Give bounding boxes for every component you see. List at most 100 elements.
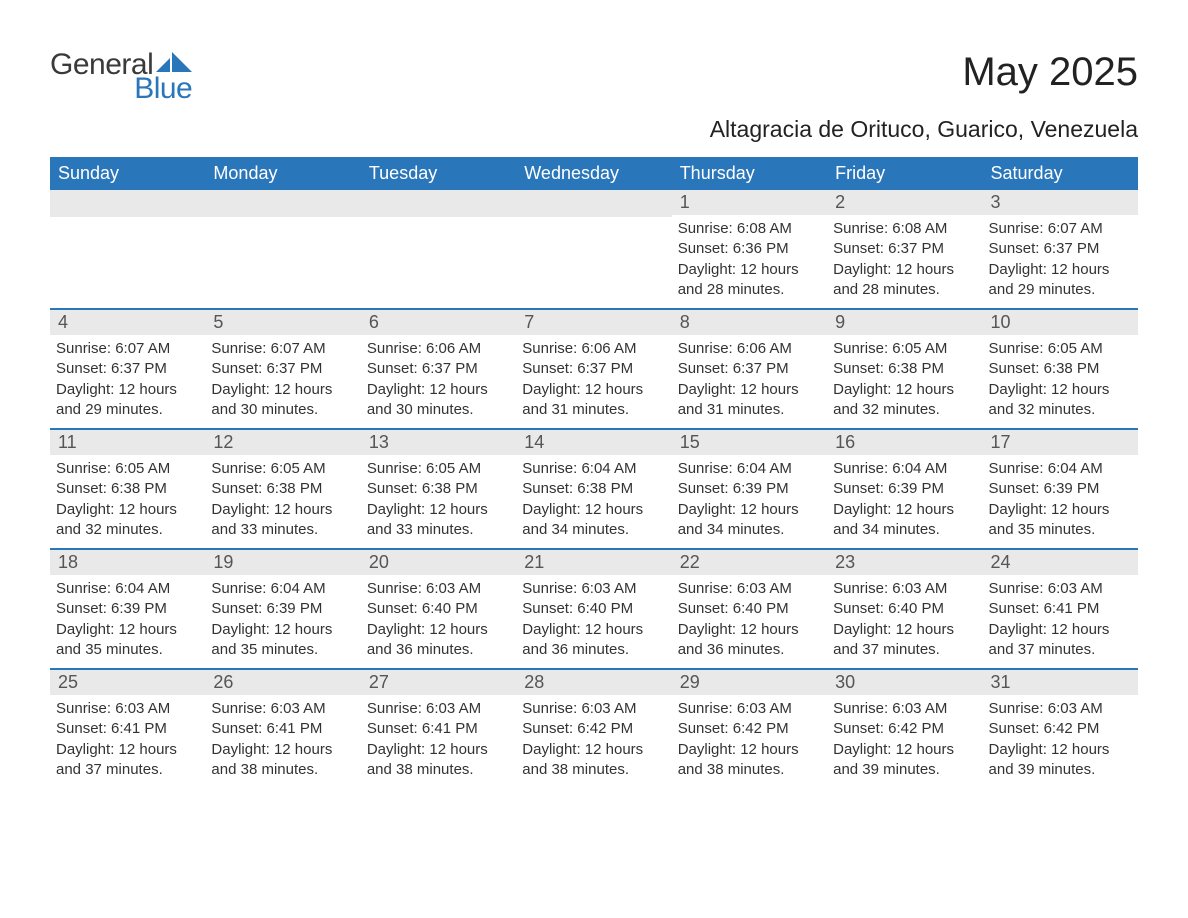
sunset-text: Sunset: 6:38 PM xyxy=(211,479,354,499)
sunset-text: Sunset: 6:37 PM xyxy=(522,359,665,379)
sunrise-text: Sunrise: 6:08 AM xyxy=(678,219,821,239)
weekday-header: Sunday xyxy=(50,157,205,190)
calendar-week: 25Sunrise: 6:03 AMSunset: 6:41 PMDayligh… xyxy=(50,670,1138,788)
calendar-day: 18Sunrise: 6:04 AMSunset: 6:39 PMDayligh… xyxy=(50,550,205,668)
day-number: 18 xyxy=(50,550,205,575)
sunset-text: Sunset: 6:40 PM xyxy=(678,599,821,619)
day-details: Sunrise: 6:04 AMSunset: 6:39 PMDaylight:… xyxy=(827,455,982,546)
day-details: Sunrise: 6:04 AMSunset: 6:39 PMDaylight:… xyxy=(983,455,1138,546)
day-number: 27 xyxy=(361,670,516,695)
sunset-text: Sunset: 6:38 PM xyxy=(522,479,665,499)
sunset-text: Sunset: 6:42 PM xyxy=(989,719,1132,739)
sunrise-text: Sunrise: 6:03 AM xyxy=(678,579,821,599)
calendar-day: 26Sunrise: 6:03 AMSunset: 6:41 PMDayligh… xyxy=(205,670,360,788)
day-number: 31 xyxy=(983,670,1138,695)
calendar-day: 27Sunrise: 6:03 AMSunset: 6:41 PMDayligh… xyxy=(361,670,516,788)
day-number xyxy=(50,190,205,217)
day-details: Sunrise: 6:03 AMSunset: 6:41 PMDaylight:… xyxy=(205,695,360,786)
calendar-grid: SundayMondayTuesdayWednesdayThursdayFrid… xyxy=(50,157,1138,788)
sail-icon xyxy=(156,52,192,72)
day-details: Sunrise: 6:05 AMSunset: 6:38 PMDaylight:… xyxy=(827,335,982,426)
calendar-day: 22 Sunrise: 6:03 AMSunset: 6:40 PMDayligh… xyxy=(672,550,827,668)
day-details: Sunrise: 6:04 AMSunset: 6:39 PMDaylight:… xyxy=(205,575,360,666)
sunrise-text: Sunrise: 6:05 AM xyxy=(833,339,976,359)
sunset-text: Sunset: 6:38 PM xyxy=(989,359,1132,379)
daylight-text: Daylight: 12 hours and 36 minutes. xyxy=(522,620,665,661)
day-number: 25 xyxy=(50,670,205,695)
daylight-text: Daylight: 12 hours and 29 minutes. xyxy=(989,260,1132,301)
sunrise-text: Sunrise: 6:03 AM xyxy=(833,579,976,599)
sunrise-text: Sunrise: 6:03 AM xyxy=(678,699,821,719)
daylight-text: Daylight: 12 hours and 28 minutes. xyxy=(833,260,976,301)
day-details: Sunrise: 6:03 AMSunset: 6:41 PMDaylight:… xyxy=(50,695,205,786)
daylight-text: Daylight: 12 hours and 36 minutes. xyxy=(678,620,821,661)
sunrise-text: Sunrise: 6:04 AM xyxy=(211,579,354,599)
calendar-day: 31Sunrise: 6:03 AMSunset: 6:42 PMDayligh… xyxy=(983,670,1138,788)
calendar-day: 2Sunrise: 6:08 AMSunset: 6:37 PMDaylight… xyxy=(827,190,982,308)
sunrise-text: Sunrise: 6:04 AM xyxy=(678,459,821,479)
daylight-text: Daylight: 12 hours and 29 minutes. xyxy=(56,380,199,421)
daylight-text: Daylight: 12 hours and 32 minutes. xyxy=(989,380,1132,421)
sunset-text: Sunset: 6:39 PM xyxy=(678,479,821,499)
weekday-header: Wednesday xyxy=(516,157,671,190)
day-number: 2 xyxy=(827,190,982,215)
day-number: 8 xyxy=(672,310,827,335)
sunrise-text: Sunrise: 6:07 AM xyxy=(56,339,199,359)
day-number: 24 xyxy=(983,550,1138,575)
day-number: 14 xyxy=(516,430,671,455)
sunset-text: Sunset: 6:37 PM xyxy=(211,359,354,379)
daylight-text: Daylight: 12 hours and 31 minutes. xyxy=(522,380,665,421)
day-details: Sunrise: 6:05 AMSunset: 6:38 PMDaylight:… xyxy=(205,455,360,546)
sunset-text: Sunset: 6:40 PM xyxy=(833,599,976,619)
daylight-text: Daylight: 12 hours and 35 minutes. xyxy=(56,620,199,661)
sunrise-text: Sunrise: 6:05 AM xyxy=(989,339,1132,359)
day-details: Sunrise: 6:03 AMSunset: 6:42 PMDaylight:… xyxy=(983,695,1138,786)
daylight-text: Daylight: 12 hours and 33 minutes. xyxy=(211,500,354,541)
daylight-text: Daylight: 12 hours and 34 minutes. xyxy=(678,500,821,541)
sunset-text: Sunset: 6:38 PM xyxy=(367,479,510,499)
day-number: 15 xyxy=(672,430,827,455)
sunrise-text: Sunrise: 6:06 AM xyxy=(367,339,510,359)
calendar-day: 29Sunrise: 6:03 AMSunset: 6:42 PMDayligh… xyxy=(672,670,827,788)
day-details: Sunrise: 6:03 AMSunset: 6:41 PMDaylight:… xyxy=(361,695,516,786)
sunset-text: Sunset: 6:41 PM xyxy=(989,599,1132,619)
day-details: Sunrise: 6:05 AMSunset: 6:38 PMDaylight:… xyxy=(983,335,1138,426)
day-number: 12 xyxy=(205,430,360,455)
day-number xyxy=(516,190,671,217)
day-number: 29 xyxy=(672,670,827,695)
sunset-text: Sunset: 6:41 PM xyxy=(367,719,510,739)
sunrise-text: Sunrise: 6:03 AM xyxy=(522,579,665,599)
weekday-header-row: SundayMondayTuesdayWednesdayThursdayFrid… xyxy=(50,157,1138,190)
calendar-day: 9Sunrise: 6:05 AMSunset: 6:38 PMDaylight… xyxy=(827,310,982,428)
sunrise-text: Sunrise: 6:06 AM xyxy=(522,339,665,359)
day-number: 22 xyxy=(672,550,827,575)
day-details: Sunrise: 6:03 AMSunset: 6:40 PMDaylight:… xyxy=(516,575,671,666)
calendar-week: 4Sunrise: 6:07 AMSunset: 6:37 PMDaylight… xyxy=(50,310,1138,430)
day-details: Sunrise: 6:06 AMSunset: 6:37 PMDaylight:… xyxy=(516,335,671,426)
day-details: Sunrise: 6:04 AMSunset: 6:39 PMDaylight:… xyxy=(50,575,205,666)
sunset-text: Sunset: 6:37 PM xyxy=(678,359,821,379)
sunset-text: Sunset: 6:40 PM xyxy=(367,599,510,619)
logo-word-blue: Blue xyxy=(134,74,192,104)
weekday-header: Monday xyxy=(205,157,360,190)
daylight-text: Daylight: 12 hours and 39 minutes. xyxy=(833,740,976,781)
sunset-text: Sunset: 6:38 PM xyxy=(833,359,976,379)
daylight-text: Daylight: 12 hours and 37 minutes. xyxy=(989,620,1132,661)
sunset-text: Sunset: 6:38 PM xyxy=(56,479,199,499)
day-number: 9 xyxy=(827,310,982,335)
sunrise-text: Sunrise: 6:04 AM xyxy=(833,459,976,479)
day-number: 30 xyxy=(827,670,982,695)
sunset-text: Sunset: 6:39 PM xyxy=(989,479,1132,499)
calendar-day: 19Sunrise: 6:04 AMSunset: 6:39 PMDayligh… xyxy=(205,550,360,668)
daylight-text: Daylight: 12 hours and 34 minutes. xyxy=(522,500,665,541)
sunrise-text: Sunrise: 6:03 AM xyxy=(367,699,510,719)
calendar-day: 8Sunrise: 6:06 AMSunset: 6:37 PMDaylight… xyxy=(672,310,827,428)
calendar-week: 18Sunrise: 6:04 AMSunset: 6:39 PMDayligh… xyxy=(50,550,1138,670)
sunset-text: Sunset: 6:37 PM xyxy=(833,239,976,259)
day-number: 16 xyxy=(827,430,982,455)
sunset-text: Sunset: 6:39 PM xyxy=(56,599,199,619)
sunset-text: Sunset: 6:37 PM xyxy=(367,359,510,379)
calendar-day: 7Sunrise: 6:06 AMSunset: 6:37 PMDaylight… xyxy=(516,310,671,428)
sunset-text: Sunset: 6:41 PM xyxy=(56,719,199,739)
sunrise-text: Sunrise: 6:05 AM xyxy=(367,459,510,479)
